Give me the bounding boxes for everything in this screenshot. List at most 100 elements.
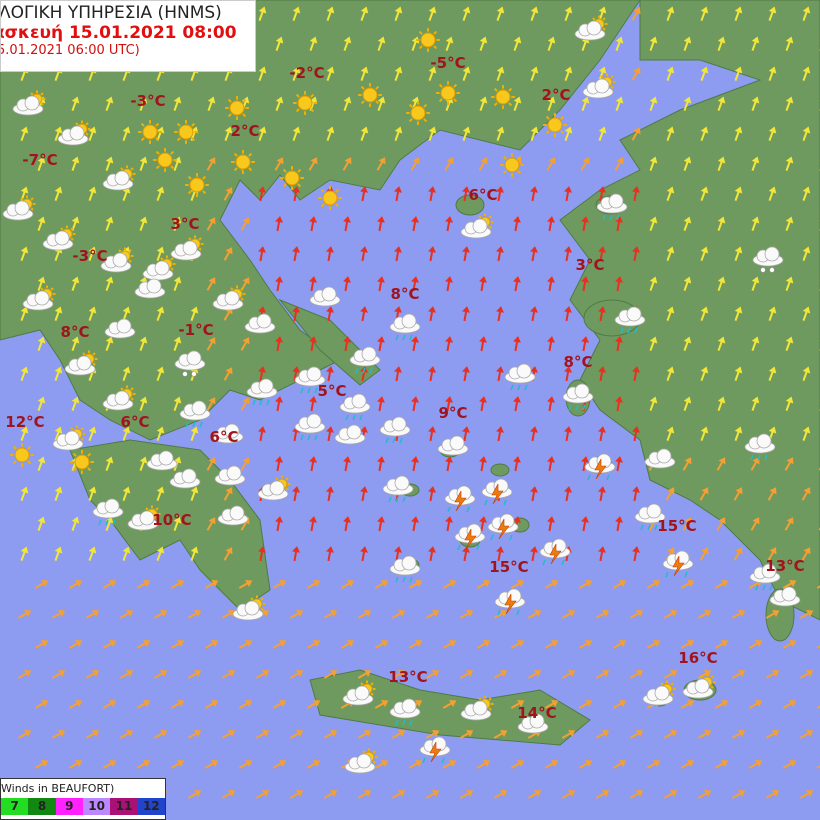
wind-arrow	[646, 760, 661, 769]
wind-arrow	[136, 580, 151, 589]
wind-arrow	[595, 610, 610, 619]
wind-arrow	[255, 730, 270, 739]
wind-arrow	[187, 610, 202, 619]
wind-arrow	[377, 36, 386, 51]
rain-cloud-icon	[744, 433, 776, 461]
cloud-icon	[244, 313, 276, 334]
wind-arrow	[683, 156, 692, 171]
temperature-label: 2°C	[230, 122, 260, 140]
wind-arrow	[173, 96, 182, 111]
sun-cloud-icon	[460, 695, 494, 721]
wind-arrow	[547, 96, 556, 111]
rain-cloud-icon	[92, 498, 124, 526]
wind-arrow	[309, 516, 317, 532]
wind-arrow	[240, 217, 250, 231]
wind-arrow	[700, 246, 709, 261]
cloud-icon	[104, 318, 136, 339]
wind-arrow	[20, 366, 29, 381]
wind-arrow	[496, 126, 505, 141]
wind-arrow	[666, 246, 675, 261]
wind-arrow	[479, 36, 488, 51]
snow-cloud-icon	[752, 246, 784, 273]
wind-arrow	[714, 760, 729, 769]
wind-arrow	[459, 730, 474, 739]
wind-arrow	[513, 96, 522, 111]
wind-arrow	[479, 396, 487, 412]
wind-arrow	[68, 580, 83, 589]
wind-arrow	[136, 760, 151, 769]
snow-cloud-icon	[174, 350, 206, 377]
wind-arrow	[258, 426, 266, 442]
wind-arrow	[102, 760, 117, 769]
wind-arrow	[717, 156, 726, 171]
sun-icon	[225, 96, 249, 120]
temperature-label: 13°C	[388, 668, 428, 686]
wind-arrow	[510, 640, 525, 649]
wind-arrow	[153, 670, 168, 679]
wind-arrow	[445, 516, 453, 532]
wind-arrow	[649, 156, 658, 171]
wind-arrow	[428, 366, 436, 382]
wind-arrow	[88, 486, 97, 501]
wind-arrow	[580, 157, 590, 171]
wind-arrow	[258, 186, 266, 202]
rain-cloud-icon	[349, 346, 381, 374]
wind-arrow	[768, 6, 777, 21]
wind-arrow	[527, 610, 542, 619]
wind-arrow	[272, 640, 287, 649]
thunderstorm-icon	[662, 550, 694, 578]
wind-arrow	[238, 700, 253, 709]
wind-arrow	[445, 396, 453, 412]
wind-arrow	[153, 610, 168, 619]
wind-arrow	[374, 580, 389, 589]
beaufort-level: 12	[137, 798, 165, 815]
wind-arrow	[326, 546, 334, 562]
rain-cloud-icon	[294, 366, 326, 394]
wind-arrows	[17, 6, 820, 799]
wind-arrow	[156, 366, 165, 381]
wind-arrow	[425, 790, 440, 799]
sun-cloud-icon	[12, 90, 46, 116]
wind-arrow	[510, 700, 525, 709]
wind-arrow	[391, 790, 406, 799]
wind-arrow	[799, 610, 814, 619]
wind-arrow	[190, 546, 199, 561]
rain-cloud-icon	[382, 475, 414, 503]
wind-arrow	[581, 516, 589, 532]
wind-arrow	[802, 366, 811, 381]
temperature-label: -3°C	[72, 247, 108, 265]
sun-icon	[153, 148, 177, 172]
wind-arrow	[561, 730, 576, 739]
wind-arrow	[156, 546, 165, 561]
wind-arrow	[37, 156, 46, 171]
wind-arrow	[292, 486, 300, 502]
service-title: ΛΟΓΙΚΗ ΥΠΗΡΕΣΙΑ (HNMS)	[0, 3, 222, 23]
wind-arrow	[173, 156, 182, 171]
wind-arrow	[547, 456, 555, 472]
wind-arrow	[493, 730, 508, 739]
wind-arrow	[105, 516, 114, 531]
wind-arrow	[139, 96, 148, 111]
sun-cloud-icon	[582, 73, 616, 99]
wind-arrow	[683, 336, 692, 351]
wind-arrow	[459, 610, 474, 619]
wind-arrow	[666, 186, 675, 201]
wind-arrow	[649, 336, 658, 351]
rain-cloud-icon	[504, 363, 536, 391]
temperature-label: 14°C	[517, 704, 557, 722]
wind-arrow	[615, 216, 623, 232]
temperature-label: -1°C	[178, 321, 214, 339]
wind-arrow	[292, 186, 300, 202]
wind-arrow	[751, 336, 760, 351]
wind-arrow	[272, 580, 287, 589]
wind-arrow	[564, 486, 572, 502]
wind-arrow	[666, 366, 675, 381]
wind-arrow	[802, 66, 811, 81]
wind-arrow	[544, 640, 559, 649]
wind-arrow	[238, 760, 253, 769]
wind-arrow	[649, 36, 658, 51]
wind-arrow	[275, 396, 283, 412]
wind-arrow	[68, 700, 83, 709]
rain-cloud-icon	[749, 563, 781, 591]
issued-time: 5.01.2021 06:00 UTC)	[0, 43, 140, 58]
